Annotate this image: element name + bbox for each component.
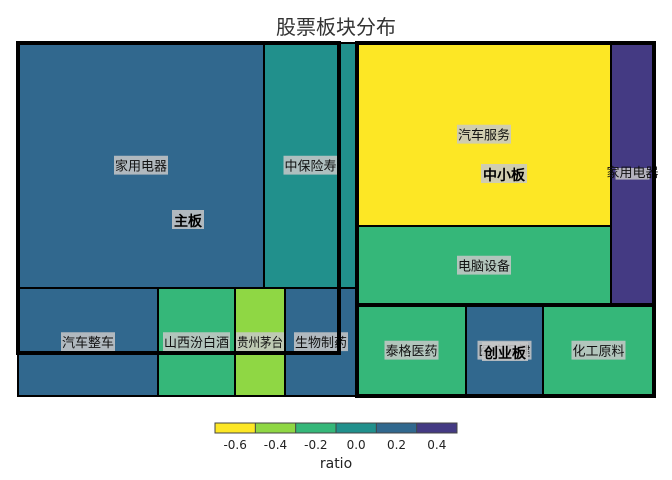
treemap-cell: 化工原料 xyxy=(542,304,655,397)
legend-tick-label: 0.4 xyxy=(427,438,446,452)
treemap-cell: 泰格医药 xyxy=(356,304,467,397)
legend-swatch xyxy=(416,423,457,433)
legend-swatch xyxy=(376,423,417,433)
legend-title: ratio xyxy=(320,456,352,472)
group-label: 中小板 xyxy=(483,167,526,184)
treemap-cell: 家用电器 xyxy=(17,42,265,289)
legend-tick-label: -0.2 xyxy=(304,438,327,452)
treemap-cell: 家用电器 xyxy=(606,42,659,306)
cell-label: 化工原料 xyxy=(572,344,624,359)
group-label-bg xyxy=(481,164,527,183)
legend-tick-label: -0.4 xyxy=(264,438,287,452)
cell-label-bg xyxy=(384,340,439,360)
treemap-cell: 中保险寿 xyxy=(263,42,358,289)
treemap-cell: 生物制药 xyxy=(284,287,358,397)
legend: -0.6 -0.4 -0.2 0.0 0.2 0.4 ratio xyxy=(214,422,458,472)
legend-swatch xyxy=(255,423,296,433)
cell-label: 家用电器 xyxy=(606,165,658,181)
treemap-cell: 汽车整车 xyxy=(17,287,159,397)
treemap-cell: 山西汾白酒 xyxy=(157,287,236,397)
cell-label: 汽车整车 xyxy=(62,335,114,351)
legend-swatch xyxy=(215,423,256,433)
cell-label: 泰格医药 xyxy=(385,343,437,359)
cell-label: 汽车服务 xyxy=(458,127,510,143)
legend-swatch xyxy=(336,423,377,433)
cell-label-bg xyxy=(283,155,338,175)
cell-label-bg xyxy=(61,332,115,352)
group-label: 主板 xyxy=(174,213,203,230)
cell-label: 生物制药 xyxy=(295,336,347,351)
cell-label: 家用电器 xyxy=(115,158,167,174)
legend-tick-label: 0.0 xyxy=(347,438,366,452)
cell-label: 中保险寿 xyxy=(284,159,336,174)
legend-tick-label: -0.6 xyxy=(223,438,246,452)
legend-tick-label: 0.2 xyxy=(387,438,406,452)
cell-label-bg xyxy=(163,332,230,352)
cell-label-bg xyxy=(236,332,284,352)
cell-label-bg xyxy=(294,332,348,352)
group-label-bg xyxy=(172,210,204,229)
treemap-cell: 汽车服务 xyxy=(356,42,612,227)
group-border xyxy=(355,303,656,398)
cell-label-bg xyxy=(457,124,511,144)
treemap-cell: 电脑设备 xyxy=(356,225,612,306)
cell-label-bg xyxy=(615,168,650,180)
cell-label-bg xyxy=(571,340,626,360)
treemap-cell: 贵州茅台 xyxy=(234,287,286,397)
cell-label: 贵州茅台 xyxy=(237,336,283,351)
group-border xyxy=(16,41,341,355)
chart-title: 股票板块分布 xyxy=(276,15,396,39)
cell-label: 山西汾白酒 xyxy=(164,335,229,351)
group-label: 创业板 xyxy=(483,345,527,362)
cell-label-bg xyxy=(114,155,168,175)
cell-label: 电脑设备 xyxy=(458,258,510,274)
cell-label-bg xyxy=(457,255,511,275)
group-label-bg xyxy=(482,342,528,361)
legend-swatch xyxy=(295,423,336,433)
